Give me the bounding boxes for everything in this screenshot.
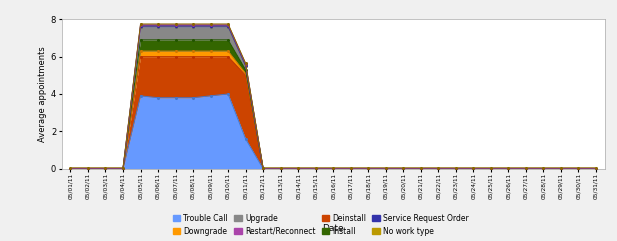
- Legend: Trouble Call, Downgrade, Upgrade, Restart/Reconnect, Deinstall, Install, Service: Trouble Call, Downgrade, Upgrade, Restar…: [172, 212, 470, 237]
- Y-axis label: Average appointments: Average appointments: [38, 46, 47, 142]
- X-axis label: Date: Date: [322, 224, 344, 233]
